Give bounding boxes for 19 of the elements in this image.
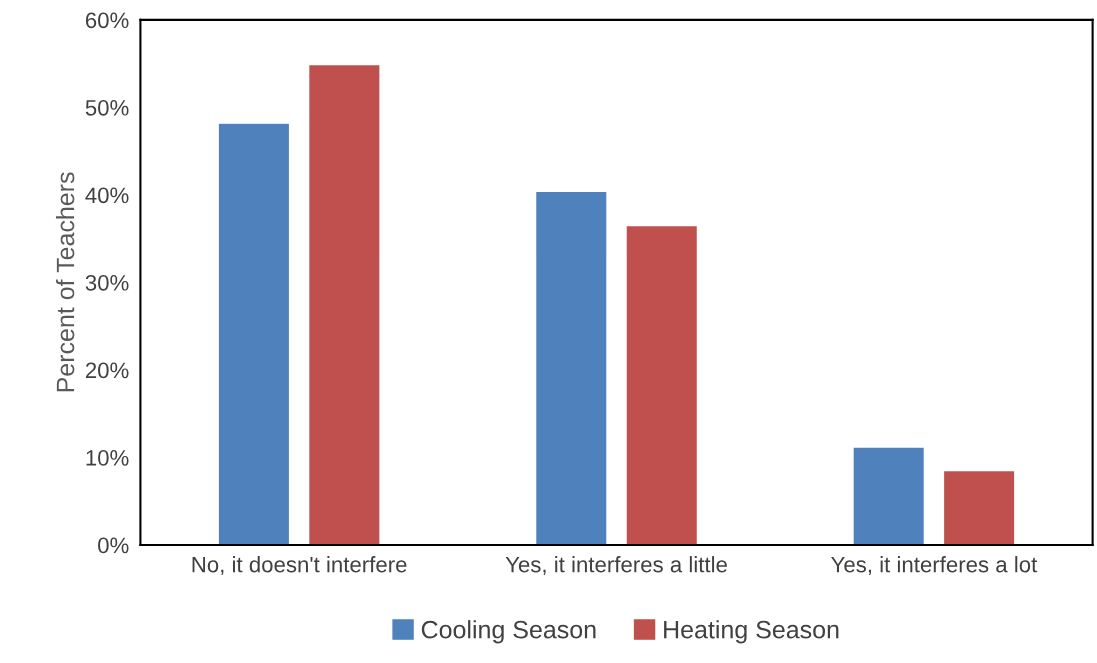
y-tick-label: 20% — [85, 362, 129, 379]
bar — [534, 190, 608, 545]
bar — [307, 63, 381, 545]
y-tick-label: 0% — [98, 537, 129, 554]
bar — [852, 446, 926, 545]
y-axis-title: Percent of Teachers — [55, 172, 75, 392]
bar — [625, 224, 699, 545]
x-tick-label: No, it doesn't interfere — [192, 556, 407, 576]
bar — [942, 469, 1016, 545]
y-tick-label: 50% — [85, 99, 129, 116]
bar — [217, 122, 291, 545]
x-tick-label: Yes, it interferes a lot — [831, 556, 1038, 576]
y-tick-label: 40% — [85, 187, 129, 204]
y-tick-label: 10% — [86, 450, 129, 466]
legend-label: Heating Season — [664, 620, 839, 644]
y-tick-label: 60% — [85, 12, 129, 29]
x-tick-label: Yes, it interferes a little — [505, 556, 727, 576]
y-tick-label: 30% — [85, 274, 129, 291]
legend-label: Cooling Season — [421, 620, 596, 644]
